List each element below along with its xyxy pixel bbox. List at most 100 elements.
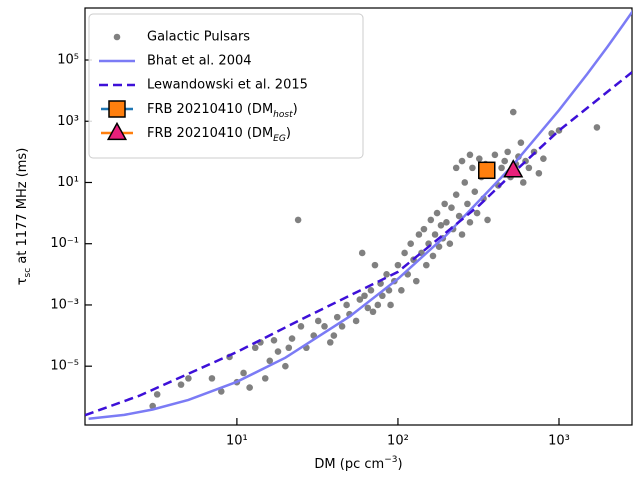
marker xyxy=(367,287,375,294)
marker xyxy=(452,191,460,198)
marker xyxy=(330,332,338,339)
marker xyxy=(469,164,476,172)
marker xyxy=(433,209,441,217)
marker xyxy=(452,164,460,172)
marker xyxy=(326,339,334,346)
marker xyxy=(369,308,377,316)
legend-label: FRB 20210410 (DMEG) xyxy=(147,126,291,144)
legend: Galactic Pulsars Bhat et al. 2004 Lewandow… xyxy=(88,13,364,159)
marker xyxy=(297,323,305,330)
marker xyxy=(446,240,454,248)
marker xyxy=(398,287,405,294)
marker xyxy=(429,252,437,260)
marker xyxy=(407,240,414,248)
curve xyxy=(88,9,632,420)
marker xyxy=(294,216,302,224)
marker xyxy=(535,169,543,177)
marker xyxy=(364,304,372,312)
marker xyxy=(338,323,346,330)
marker xyxy=(333,313,341,321)
marker xyxy=(501,157,508,165)
marker xyxy=(427,216,435,224)
marker xyxy=(415,231,423,238)
marker xyxy=(458,157,466,165)
marker xyxy=(217,388,225,395)
marker xyxy=(149,402,156,410)
marker xyxy=(251,344,259,352)
label-part: −3 xyxy=(384,455,397,465)
marker xyxy=(443,219,450,226)
marker xyxy=(374,301,382,309)
marker xyxy=(108,100,126,118)
marker xyxy=(394,261,402,269)
marker xyxy=(475,155,483,162)
marker xyxy=(509,108,517,116)
marker xyxy=(593,124,601,131)
marker xyxy=(153,391,161,398)
marker xyxy=(321,323,328,330)
marker xyxy=(383,271,390,278)
marker xyxy=(208,375,216,382)
y-tick-label: 10⁵ xyxy=(57,53,79,68)
marker xyxy=(246,384,253,391)
marker xyxy=(352,317,360,325)
marker xyxy=(491,151,499,159)
marker xyxy=(285,344,293,352)
marker xyxy=(361,292,368,300)
legend-frame xyxy=(88,13,364,159)
marker xyxy=(420,225,428,233)
label-part: ) xyxy=(286,126,291,141)
label-part: ) xyxy=(293,102,298,117)
y-tick-label: 10⁻⁵ xyxy=(50,359,79,374)
marker xyxy=(519,179,527,186)
marker xyxy=(503,159,524,178)
marker xyxy=(461,179,469,186)
legend-label: FRB 20210410 (DMhost) xyxy=(147,102,298,120)
marker xyxy=(471,188,479,196)
marker xyxy=(240,369,247,377)
label-part: host xyxy=(273,110,293,120)
marker xyxy=(466,219,474,226)
marker xyxy=(387,301,394,309)
x-axis-label: DM (pc cm−3) xyxy=(314,455,402,472)
marker xyxy=(379,292,386,300)
marker xyxy=(274,348,282,355)
marker xyxy=(185,375,192,382)
legend-marker xyxy=(113,33,121,41)
legend-label: Bhat et al. 2004 xyxy=(147,54,252,69)
x-tick-label: 10³ xyxy=(548,434,570,449)
label-part: FRB 20210410 (DM xyxy=(147,126,273,141)
label-part: at 1177 MHz (ms) xyxy=(15,148,30,268)
marker xyxy=(356,296,364,303)
marker xyxy=(441,200,448,208)
label-part: ) xyxy=(397,457,402,472)
y-axis-label: τsc at 1177 MHz (ms) xyxy=(15,148,33,286)
marker xyxy=(437,221,445,229)
marker xyxy=(282,362,289,370)
label-part: FRB 20210410 (DM xyxy=(147,102,273,117)
plot-frame xyxy=(84,7,633,426)
marker xyxy=(371,261,379,269)
marker xyxy=(478,161,496,180)
marker xyxy=(422,261,430,269)
y-tick-label: 10³ xyxy=(57,114,79,129)
marker xyxy=(464,200,471,208)
marker xyxy=(448,204,455,212)
label-part: EG xyxy=(273,134,286,144)
marker xyxy=(540,155,547,162)
marker xyxy=(504,148,511,156)
y-tick-label: 10⁻³ xyxy=(50,297,79,312)
label-part: sc xyxy=(23,268,33,278)
curve xyxy=(85,71,632,417)
marker xyxy=(314,317,322,325)
marker xyxy=(517,139,525,146)
marker xyxy=(288,335,296,342)
marker xyxy=(431,231,439,238)
marker xyxy=(498,164,505,172)
marker xyxy=(358,249,366,257)
legend-label: Lewandowski et al. 2015 xyxy=(147,78,308,93)
x-tick-label: 10¹ xyxy=(226,434,248,449)
marker xyxy=(412,277,420,285)
y-tick-label: 10⁻¹ xyxy=(50,236,79,251)
